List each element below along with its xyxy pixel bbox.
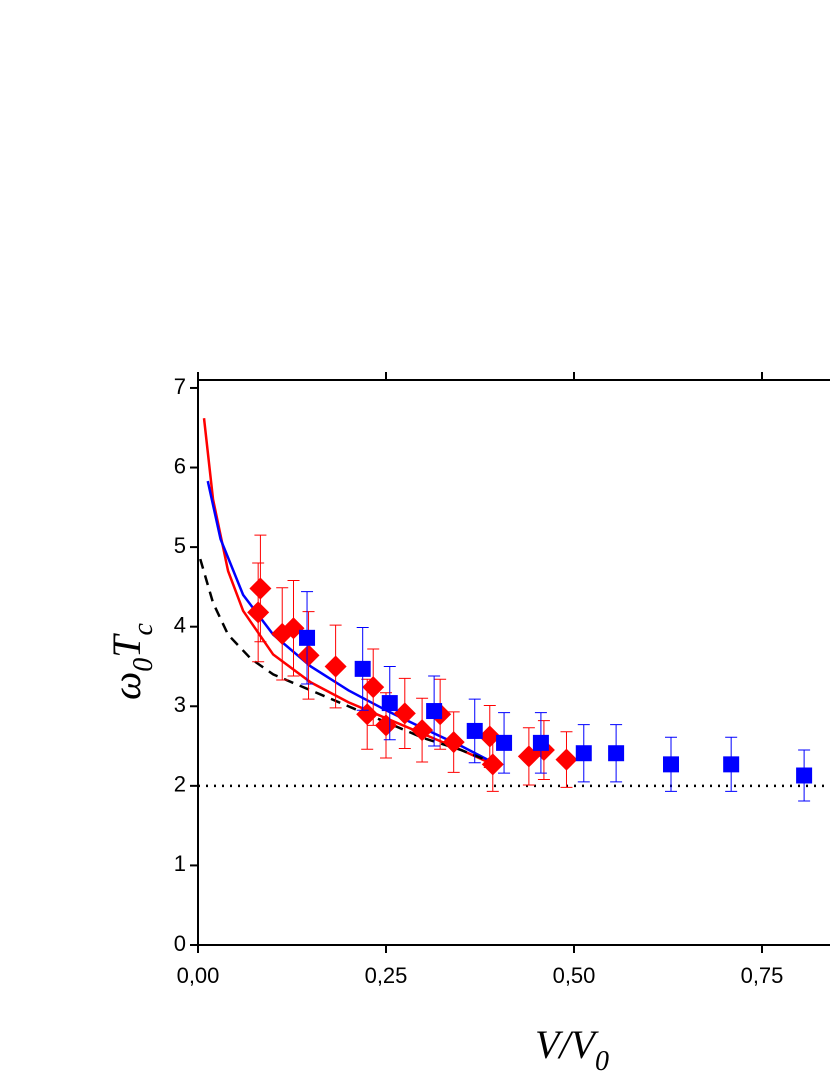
diamond-marker (297, 644, 320, 667)
diamond-marker (442, 731, 465, 754)
y-label-main2: T (104, 633, 149, 658)
diamond-marker (356, 703, 379, 726)
y-label-sub: 0 (128, 658, 159, 672)
x-tick-label: 0,50 (553, 963, 596, 988)
y-label-sub2: c (128, 623, 159, 636)
x-label-sub: 0 (595, 1046, 609, 1075)
y-tick-label: 0 (174, 931, 186, 956)
square-marker (496, 734, 513, 751)
diamond-marker (324, 655, 347, 678)
square-marker (426, 703, 443, 720)
y-tick-label: 7 (174, 374, 186, 399)
diamond-marker (375, 714, 397, 737)
x-axis-label: V/V0 (535, 1022, 609, 1075)
diamond-marker (411, 719, 434, 742)
x-tick-label: 0,25 (365, 963, 408, 988)
square-marker (532, 734, 549, 751)
square-marker (723, 756, 740, 773)
square-marker (466, 722, 483, 739)
x-tick-label: 0,00 (177, 963, 220, 988)
square-marker (354, 660, 371, 677)
diamond-marker (478, 725, 501, 748)
y-label-main: ω (104, 672, 149, 700)
y-tick-label: 4 (174, 613, 186, 638)
diamond-marker (393, 702, 416, 725)
square-marker (575, 745, 592, 762)
y-tick-label: 5 (174, 533, 186, 558)
diamond-marker (555, 748, 578, 771)
y-tick-label: 1 (174, 851, 186, 876)
y-tick-label: 2 (174, 772, 186, 797)
y-tick-label: 3 (174, 692, 186, 717)
diamond-marker (282, 617, 305, 640)
diamond-marker (362, 676, 385, 699)
square-marker (796, 767, 813, 784)
curve (199, 558, 492, 764)
curve (206, 480, 489, 761)
diamond-marker (247, 601, 270, 624)
square-marker (663, 756, 680, 773)
square-marker (381, 695, 398, 712)
y-axis-label: ω0Tc (104, 623, 159, 701)
diamond-marker (481, 753, 504, 776)
square-marker (299, 629, 316, 646)
plot-frame (197, 379, 830, 946)
x-tick-label: 0,75 (741, 963, 784, 988)
y-tick-label: 6 (174, 453, 186, 478)
square-marker (608, 745, 625, 762)
diamond-marker (249, 577, 272, 600)
x-label-main: V/V (535, 1022, 600, 1067)
